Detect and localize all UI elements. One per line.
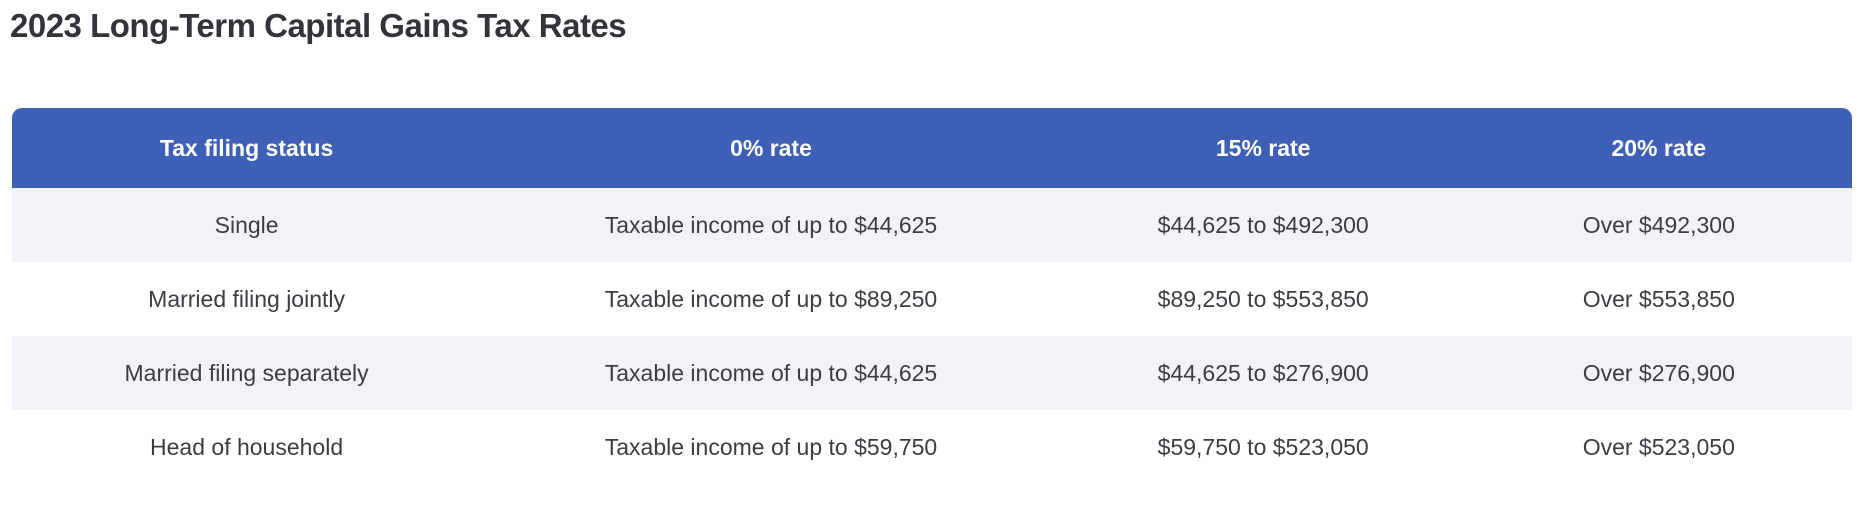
cell-filing-status: Married filing separately	[12, 336, 482, 410]
cell-0-percent-range: Taxable income of up to $89,250	[481, 262, 1061, 336]
cell-20-percent-range: Over $276,900	[1465, 336, 1852, 410]
cell-filing-status: Married filing jointly	[12, 262, 482, 336]
table-row-single: Single Taxable income of up to $44,625 $…	[12, 188, 1852, 262]
cell-20-percent-range: Over $553,850	[1465, 262, 1852, 336]
cell-0-percent-range: Taxable income of up to $44,625	[481, 336, 1061, 410]
cell-0-percent-range: Taxable income of up to $59,750	[481, 410, 1061, 484]
page-title: 2023 Long-Term Capital Gains Tax Rates	[10, 7, 627, 44]
table-row-married-filing-separately: Married filing separately Taxable income…	[12, 336, 1852, 410]
column-header-0-percent-rate: 0% rate	[481, 108, 1061, 188]
cell-15-percent-range: $89,250 to $553,850	[1060, 262, 1466, 336]
table-row-married-filing-jointly: Married filing jointly Taxable income of…	[12, 262, 1852, 336]
cell-15-percent-range: $44,625 to $492,300	[1060, 188, 1466, 262]
cell-20-percent-range: Over $523,050	[1465, 410, 1852, 484]
table-row-head-of-household: Head of household Taxable income of up t…	[12, 410, 1852, 484]
capital-gains-rates-table: Tax filing status 0% rate 15% rate 20% r…	[12, 108, 1852, 484]
cell-15-percent-range: $44,625 to $276,900	[1060, 336, 1466, 410]
cell-15-percent-range: $59,750 to $523,050	[1060, 410, 1466, 484]
column-header-15-percent-rate: 15% rate	[1060, 108, 1466, 188]
cell-0-percent-range: Taxable income of up to $44,625	[481, 188, 1061, 262]
cell-20-percent-range: Over $492,300	[1465, 188, 1852, 262]
column-header-20-percent-rate: 20% rate	[1465, 108, 1852, 188]
table-header-row: Tax filing status 0% rate 15% rate 20% r…	[12, 108, 1852, 188]
cell-filing-status: Single	[12, 188, 482, 262]
column-header-tax-filing-status: Tax filing status	[12, 108, 482, 188]
cell-filing-status: Head of household	[12, 410, 482, 484]
